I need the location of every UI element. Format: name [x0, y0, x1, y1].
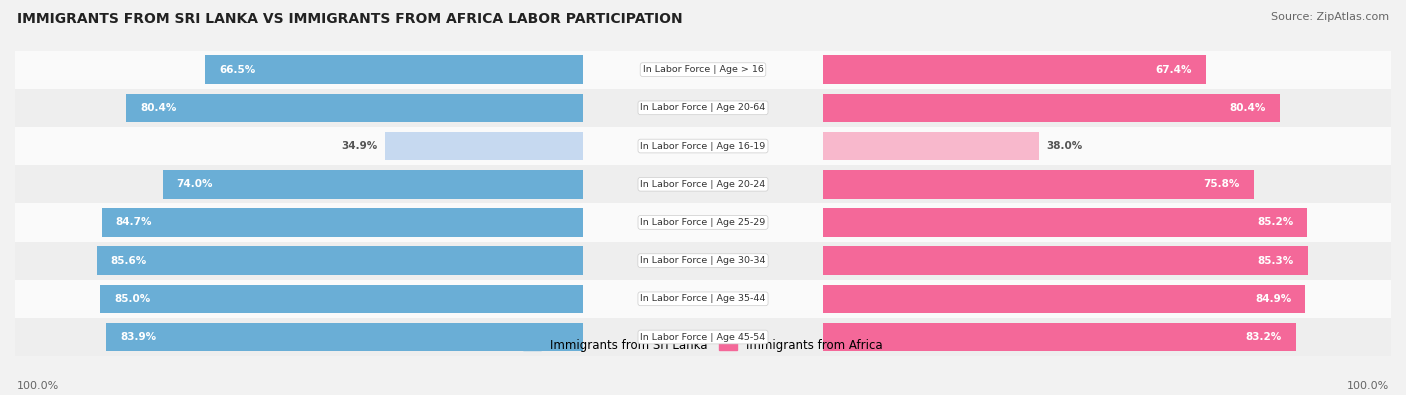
Bar [15, 127, 1391, 165]
Bar [100, 284, 582, 313]
Text: In Labor Force | Age 30-34: In Labor Force | Age 30-34 [640, 256, 766, 265]
Text: 34.9%: 34.9% [342, 141, 378, 151]
Bar [824, 246, 1308, 275]
Text: 80.4%: 80.4% [141, 103, 176, 113]
Text: 83.9%: 83.9% [120, 332, 156, 342]
Text: In Labor Force | Age 35-44: In Labor Force | Age 35-44 [640, 294, 766, 303]
Bar [15, 280, 1391, 318]
Bar [824, 132, 1039, 160]
Text: In Labor Force | Age 16-19: In Labor Force | Age 16-19 [640, 141, 766, 150]
Text: 67.4%: 67.4% [1156, 65, 1192, 75]
Text: In Labor Force | Age 45-54: In Labor Force | Age 45-54 [640, 333, 766, 342]
Text: In Labor Force | Age 25-29: In Labor Force | Age 25-29 [640, 218, 766, 227]
Bar [205, 55, 582, 84]
Text: IMMIGRANTS FROM SRI LANKA VS IMMIGRANTS FROM AFRICA LABOR PARTICIPATION: IMMIGRANTS FROM SRI LANKA VS IMMIGRANTS … [17, 12, 682, 26]
Text: 83.2%: 83.2% [1246, 332, 1282, 342]
Bar [15, 318, 1391, 356]
Text: In Labor Force | Age 20-64: In Labor Force | Age 20-64 [640, 103, 766, 112]
Text: 75.8%: 75.8% [1204, 179, 1240, 189]
Bar [163, 170, 582, 199]
Bar [824, 170, 1254, 199]
Text: Source: ZipAtlas.com: Source: ZipAtlas.com [1271, 12, 1389, 22]
Bar [97, 246, 582, 275]
Bar [101, 208, 582, 237]
Bar [15, 51, 1391, 89]
Text: 100.0%: 100.0% [1347, 381, 1389, 391]
Bar [107, 323, 582, 351]
Bar [824, 208, 1308, 237]
Text: 74.0%: 74.0% [176, 179, 212, 189]
Text: 100.0%: 100.0% [17, 381, 59, 391]
Text: 38.0%: 38.0% [1046, 141, 1083, 151]
Text: 85.2%: 85.2% [1257, 217, 1294, 228]
Text: 84.7%: 84.7% [115, 217, 152, 228]
Bar [384, 132, 582, 160]
Bar [824, 55, 1206, 84]
Text: 80.4%: 80.4% [1230, 103, 1265, 113]
Bar [15, 89, 1391, 127]
Bar [15, 165, 1391, 203]
Text: 85.0%: 85.0% [114, 294, 150, 304]
Text: In Labor Force | Age > 16: In Labor Force | Age > 16 [643, 65, 763, 74]
Text: 84.9%: 84.9% [1256, 294, 1292, 304]
Legend: Immigrants from Sri Lanka, Immigrants from Africa: Immigrants from Sri Lanka, Immigrants fr… [519, 334, 887, 356]
Text: 85.3%: 85.3% [1257, 256, 1294, 265]
Bar [127, 94, 582, 122]
Bar [15, 241, 1391, 280]
Bar [824, 94, 1279, 122]
Bar [824, 284, 1305, 313]
Bar [15, 203, 1391, 241]
Bar [824, 323, 1296, 351]
Text: 66.5%: 66.5% [219, 65, 254, 75]
Text: In Labor Force | Age 20-24: In Labor Force | Age 20-24 [640, 180, 766, 189]
Text: 85.6%: 85.6% [111, 256, 146, 265]
